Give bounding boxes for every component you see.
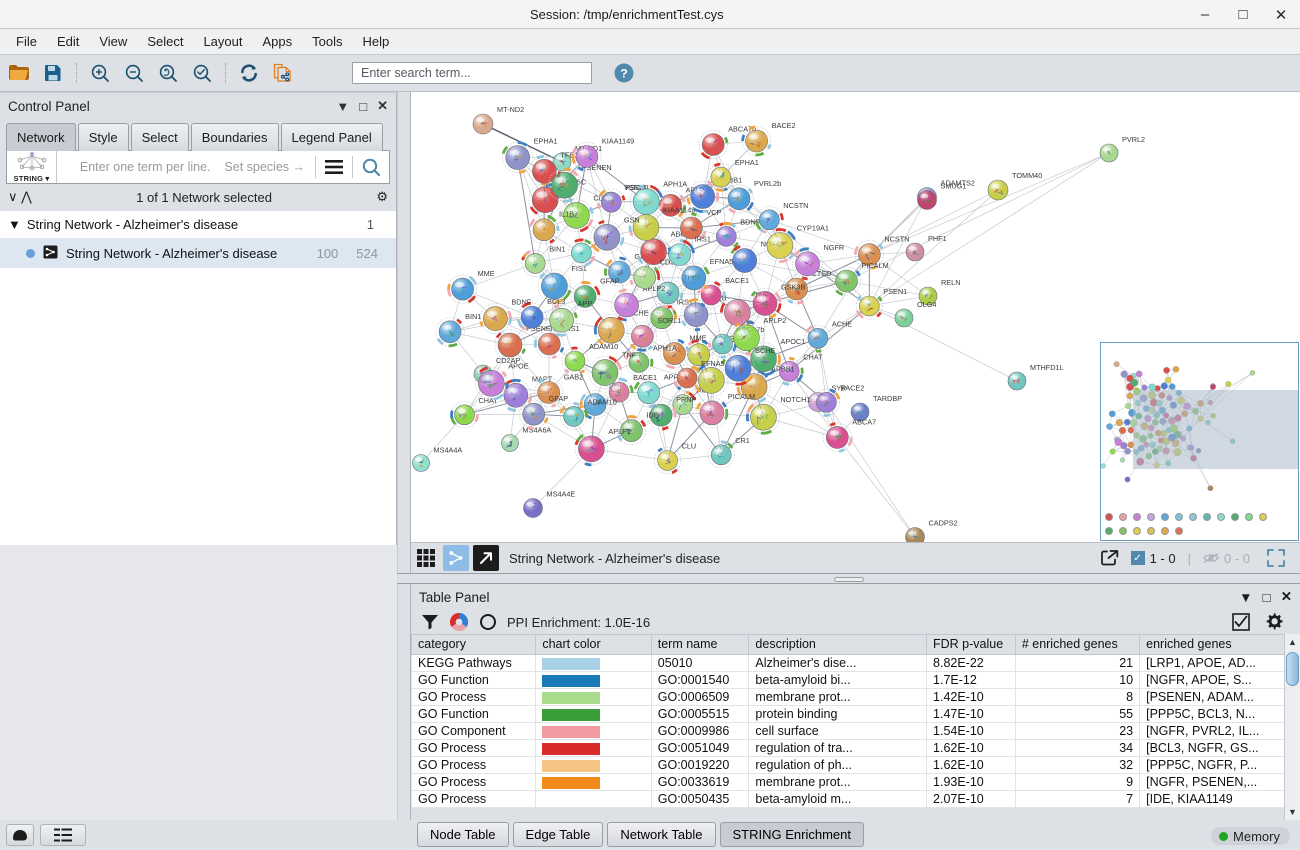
svg-text:GAB2: GAB2 — [564, 373, 583, 382]
svg-text:SMUG1: SMUG1 — [941, 182, 967, 191]
svg-text:NGFR: NGFR — [824, 243, 845, 252]
svg-text:TARDBP: TARDBP — [873, 394, 902, 403]
svg-text:MTHFD1L: MTHFD1L — [1030, 363, 1064, 372]
svg-text:BCHE: BCHE — [755, 346, 775, 355]
svg-text:PSEN1: PSEN1 — [883, 287, 907, 296]
svg-text:MME: MME — [478, 269, 495, 278]
svg-text:BACE1: BACE1 — [725, 276, 749, 285]
svg-text:KIAA1149: KIAA1149 — [602, 137, 634, 146]
svg-text:APH1A: APH1A — [663, 180, 687, 189]
svg-text:MT-ND2: MT-ND2 — [497, 105, 524, 114]
svg-text:BACE2: BACE2 — [840, 383, 864, 392]
svg-text:GSK3B: GSK3B — [781, 282, 805, 291]
svg-text:APP: APP — [578, 299, 593, 308]
svg-text:PVRL2b: PVRL2b — [754, 179, 781, 188]
svg-text:TFB1: TFB1 — [560, 150, 578, 159]
svg-text:PICALM: PICALM — [728, 392, 755, 401]
svg-text:BIN1: BIN1 — [549, 244, 565, 253]
svg-text:PVRL2: PVRL2 — [1122, 135, 1145, 144]
svg-text:BIN1: BIN1 — [465, 312, 481, 321]
svg-text:ABCA7: ABCA7 — [852, 417, 876, 426]
svg-text:?: ? — [620, 67, 627, 81]
svg-text:APH1A: APH1A — [653, 343, 677, 352]
svg-text:CADPS2: CADPS2 — [929, 519, 958, 528]
svg-text:RELN: RELN — [941, 278, 960, 287]
svg-text:OLG4: OLG4 — [917, 300, 936, 309]
svg-text:SORL1: SORL1 — [657, 316, 681, 325]
svg-text:TOMM40: TOMM40 — [1012, 171, 1042, 180]
svg-text:BDNF: BDNF — [511, 298, 531, 307]
svg-text:CHAT: CHAT — [479, 396, 499, 405]
svg-text:APOE: APOE — [508, 361, 528, 370]
svg-text:GFAP: GFAP — [600, 277, 620, 286]
svg-text:APOC1: APOC1 — [781, 337, 806, 346]
svg-text:ACHE: ACHE — [832, 319, 852, 328]
svg-text:IRS1: IRS1 — [695, 235, 711, 244]
svg-text:EPHA1: EPHA1 — [534, 137, 558, 146]
svg-text:CHAT: CHAT — [803, 352, 823, 361]
svg-text:BACE1: BACE1 — [633, 373, 657, 382]
svg-text:PHF1: PHF1 — [928, 234, 947, 243]
svg-text:IL1B: IL1B — [559, 210, 574, 219]
svg-text:EFNA5: EFNA5 — [701, 359, 725, 368]
svg-text:BACE2: BACE2 — [772, 121, 796, 130]
svg-text:CR1: CR1 — [735, 436, 750, 445]
svg-text:EFNA5: EFNA5 — [710, 257, 734, 266]
svg-text:APLP2: APLP2 — [764, 316, 787, 325]
svg-text:NOTCH1: NOTCH1 — [780, 395, 810, 404]
svg-text:MME: MME — [690, 334, 707, 343]
svg-text:EPHA1: EPHA1 — [735, 158, 759, 167]
svg-text:PICALM: PICALM — [862, 261, 889, 270]
svg-text:MS4A4E: MS4A4E — [547, 490, 576, 499]
svg-text:FIS1: FIS1 — [571, 264, 586, 273]
svg-text:GFAP: GFAP — [549, 394, 569, 403]
svg-text:CYP19A1: CYP19A1 — [797, 224, 829, 233]
svg-text:VCP: VCP — [706, 208, 721, 217]
svg-text:APP: APP — [664, 373, 679, 382]
svg-text:IDE: IDE — [646, 411, 658, 420]
svg-text:APLP1: APLP1 — [608, 427, 631, 436]
svg-text:MS4A4A: MS4A4A — [434, 446, 463, 455]
svg-text:GSN: GSN — [624, 215, 640, 224]
svg-text:NCSTN: NCSTN — [884, 235, 909, 244]
svg-text:CLU: CLU — [682, 442, 697, 451]
svg-text:ADAM10: ADAM10 — [588, 397, 617, 406]
svg-text:NCSTN: NCSTN — [783, 201, 808, 210]
svg-text:TNF: TNF — [622, 351, 637, 360]
svg-text:KIAA1149: KIAA1149 — [663, 206, 695, 215]
svg-text:PRNP: PRNP — [676, 395, 696, 404]
svg-text:ADAM10: ADAM10 — [589, 342, 618, 351]
